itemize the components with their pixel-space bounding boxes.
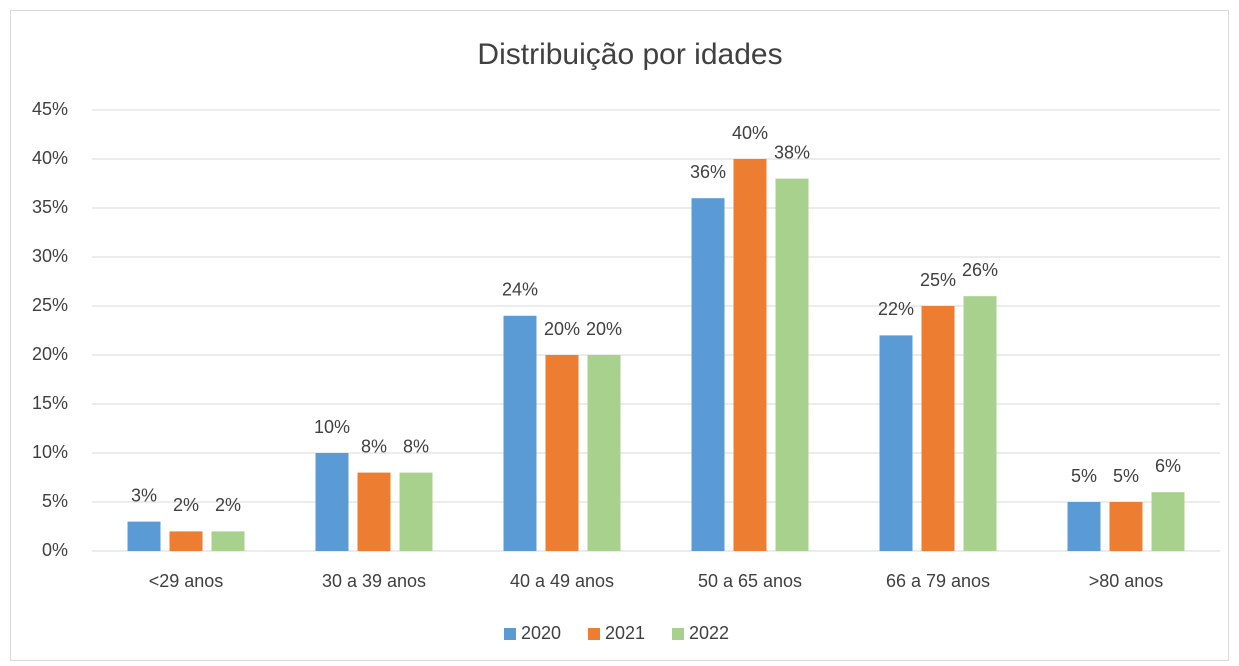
data-label: 6% (1155, 456, 1181, 476)
x-tick-label: 30 a 39 anos (322, 571, 426, 591)
data-label: 36% (690, 162, 726, 182)
data-label: 2% (215, 495, 241, 515)
legend-swatch (588, 628, 600, 640)
data-label: 3% (131, 485, 157, 505)
x-tick-label: <29 anos (149, 571, 224, 591)
bar (399, 472, 433, 551)
legend-swatch (504, 628, 516, 640)
bar (127, 521, 161, 551)
chart-border (10, 10, 1229, 661)
data-label: 8% (403, 436, 429, 456)
data-label: 20% (586, 319, 622, 339)
legend-label: 2022 (689, 623, 729, 643)
bar (211, 531, 245, 551)
y-tick-label: 35% (32, 197, 68, 217)
bar (169, 531, 203, 551)
data-label: 26% (962, 260, 998, 280)
y-tick-label: 5% (42, 491, 68, 511)
data-label: 2% (173, 495, 199, 515)
bar (733, 159, 767, 551)
y-tick-label: 20% (32, 344, 68, 364)
data-label: 20% (544, 319, 580, 339)
legend-label: 2021 (605, 623, 645, 643)
x-tick-label: 66 a 79 anos (886, 571, 990, 591)
data-label: 25% (920, 270, 956, 290)
bar (1109, 502, 1143, 551)
x-tick-label: >80 anos (1089, 571, 1164, 591)
bar (921, 306, 955, 551)
bar (879, 335, 913, 551)
legend-label: 2020 (521, 623, 561, 643)
y-tick-label: 25% (32, 295, 68, 315)
bar (691, 198, 725, 551)
bar (587, 355, 621, 551)
y-tick-label: 45% (32, 99, 68, 119)
data-label: 38% (774, 142, 810, 162)
y-tick-label: 0% (42, 540, 68, 560)
bar (503, 315, 537, 551)
y-tick-label: 10% (32, 442, 68, 462)
bar (1067, 502, 1101, 551)
bar (357, 472, 391, 551)
bar (775, 178, 809, 551)
y-tick-label: 30% (32, 246, 68, 266)
data-label: 40% (732, 123, 768, 143)
x-tick-label: 40 a 49 anos (510, 571, 614, 591)
data-label: 22% (878, 299, 914, 319)
x-tick-label: 50 a 65 anos (698, 571, 802, 591)
bar (315, 453, 349, 551)
data-label: 8% (361, 436, 387, 456)
y-tick-label: 15% (32, 393, 68, 413)
chart-title: Distribuição por idades (477, 38, 782, 71)
data-label: 24% (502, 280, 538, 300)
bar (545, 355, 579, 551)
data-label: 10% (314, 417, 350, 437)
bar (963, 296, 997, 551)
bar (1151, 492, 1185, 551)
legend-swatch (672, 628, 684, 640)
data-label: 5% (1071, 466, 1097, 486)
y-tick-label: 40% (32, 148, 68, 168)
data-label: 5% (1113, 466, 1139, 486)
